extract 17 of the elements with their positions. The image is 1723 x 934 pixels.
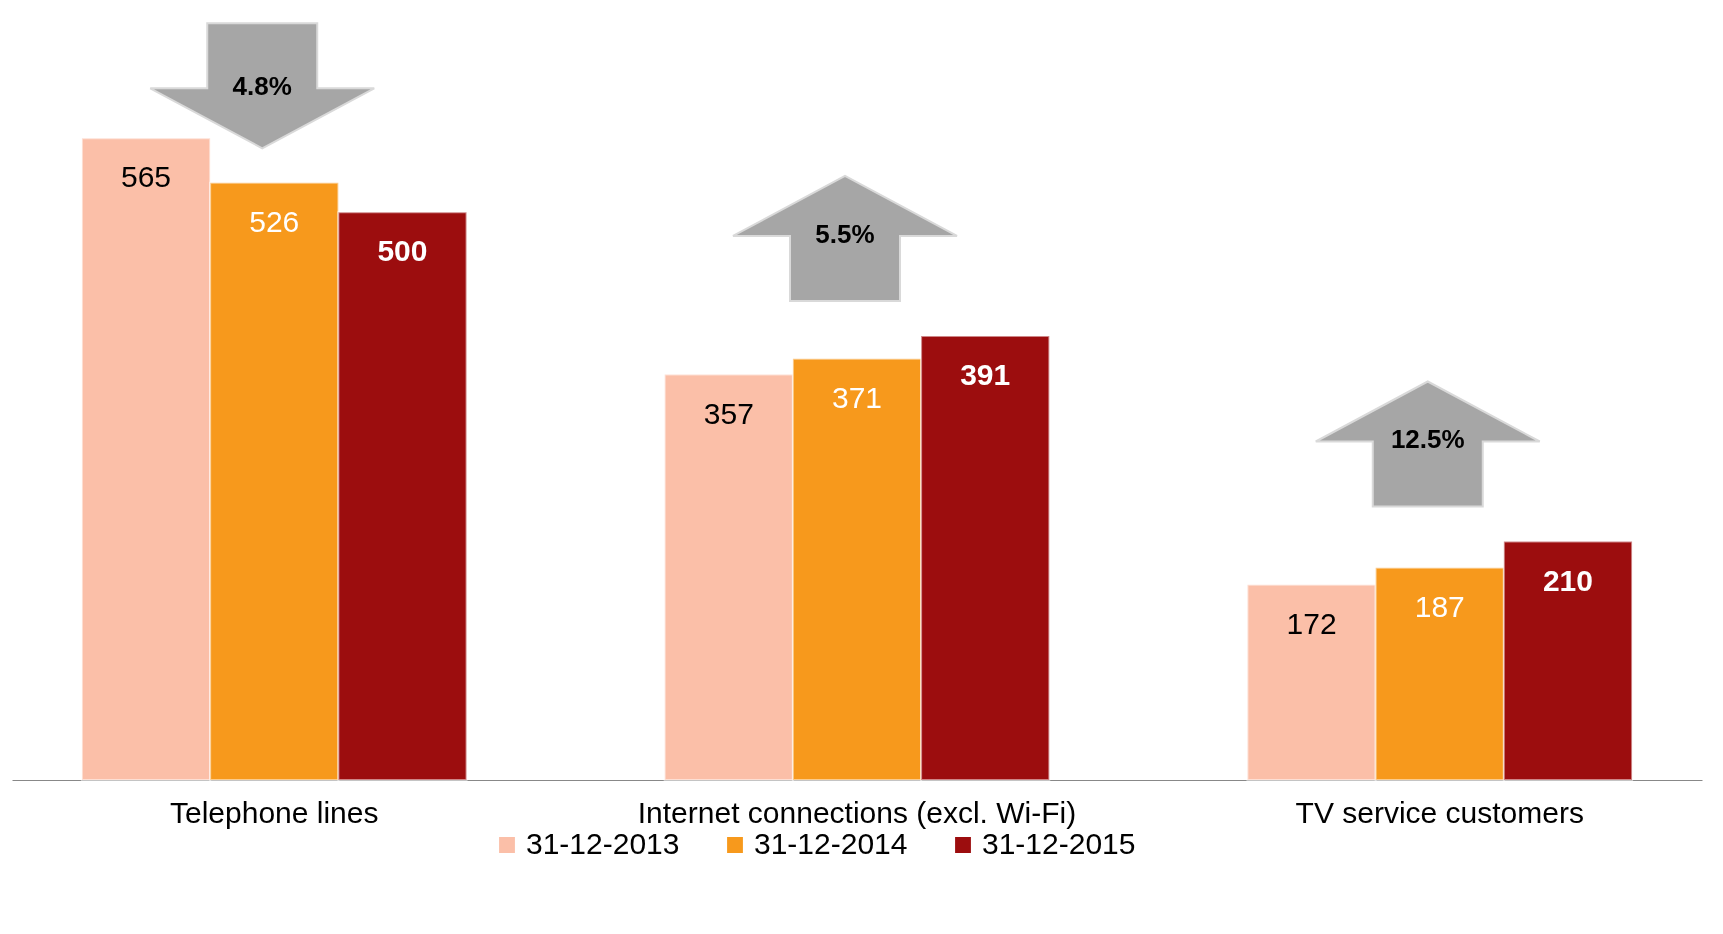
text: 4.8% [232,71,292,102]
legend-label: 31-12-2013 [526,827,680,860]
data-label: 526 [249,204,300,238]
data-label: 210 [1542,563,1593,597]
data-label: 172 [1286,606,1337,640]
data-label: 187 [1414,589,1465,623]
legend-label: 31-12-2014 [754,827,908,860]
x-tick-label: TV service customers [1295,795,1584,829]
x-tick-label: Telephone lines [169,795,379,829]
data-label: 565 [121,160,172,194]
data-label: 371 [831,380,883,414]
data-label: 500 [377,234,428,268]
data-label: 357 [703,396,754,430]
annotation: 5.5% [815,218,875,249]
data-label: 391 [960,357,1011,391]
annotation: 12.5% [1390,424,1465,455]
x-tick-label: Internet connections (excl. Wi-Fi) [637,795,1077,829]
